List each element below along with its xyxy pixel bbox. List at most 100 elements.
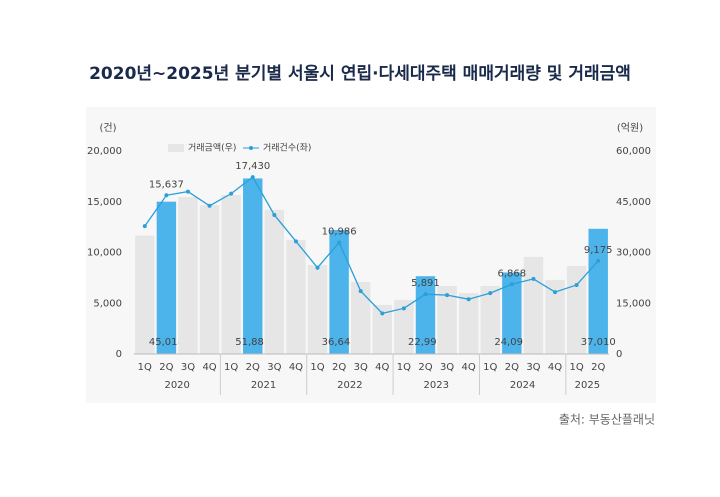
legend-swatch [168, 144, 184, 152]
x-group-label: 2020 [164, 380, 189, 391]
x-tick-label: 3Q [181, 362, 195, 373]
y-tick-label: 20,000 [87, 146, 122, 157]
y-axis-label: (건) [99, 122, 116, 134]
line-point [466, 297, 471, 302]
bar [372, 304, 393, 354]
bar [566, 266, 587, 354]
line-point [164, 193, 169, 198]
line-point [293, 239, 298, 244]
bar [178, 197, 198, 354]
bar [135, 235, 155, 354]
bar [350, 281, 371, 354]
bar [156, 201, 177, 354]
line [144, 176, 599, 315]
line-value-label: 10,986 [322, 226, 357, 237]
bar [588, 228, 608, 354]
line-point [574, 282, 579, 287]
line-point [250, 175, 255, 180]
line-point [315, 265, 320, 270]
x-tick-label: 1Q [138, 362, 152, 373]
bar [523, 256, 544, 354]
y2-axis-label: (억원) [617, 122, 643, 134]
bar [243, 178, 263, 354]
y-tick-label: 0 [116, 349, 122, 360]
bar [394, 299, 414, 354]
x-tick-label: 2Q [505, 362, 519, 373]
line-value-label: 15,637 [149, 179, 184, 190]
line-value-label: 5,891 [411, 278, 440, 289]
x-tick-label: 4Q [289, 362, 303, 373]
line-point [509, 282, 514, 287]
x-tick-label: 1Q [483, 362, 497, 373]
legend-swatch [249, 146, 253, 150]
x-tick-label: 3Q [526, 362, 540, 373]
bar-value-label: 22,995 [408, 337, 443, 348]
x-group-label: 2025 [575, 380, 600, 391]
x-tick-label: 1Q [397, 362, 411, 373]
line-point [445, 293, 450, 298]
y2-tick-label: 60,000 [616, 146, 651, 157]
bar-value-label: 51,887 [235, 337, 270, 348]
x-tick-label: 2Q [332, 362, 346, 373]
bar [286, 239, 306, 354]
line-point [553, 290, 558, 295]
chart-title: 2020년~2025년 분기별 서울시 연립·다세대주택 매매거래량 및 거래금… [89, 64, 631, 84]
line-point [272, 212, 277, 217]
line-point [142, 224, 147, 229]
line-point [596, 258, 601, 263]
line-value-label: 6,868 [498, 268, 527, 279]
bar [480, 285, 500, 354]
line-point [358, 289, 363, 294]
x-group-label: 2022 [337, 380, 362, 391]
y2-tick-label: 0 [616, 349, 622, 360]
bar [199, 205, 220, 354]
x-group-label: 2024 [510, 380, 535, 391]
bar [264, 209, 285, 354]
bar-value-label: 36,642 [322, 337, 357, 348]
legend-label: 거래금액(우) [188, 142, 236, 154]
line-point [401, 306, 406, 311]
x-tick-label: 1Q [310, 362, 324, 373]
x-tick-label: 2Q [159, 362, 173, 373]
bar [415, 276, 436, 354]
x-tick-label: 4Q [548, 362, 562, 373]
bar [307, 265, 328, 354]
bar [545, 279, 565, 354]
x-tick-label: 2Q [418, 362, 432, 373]
line-value-label: 17,430 [235, 161, 270, 172]
x-tick-label: 3Q [440, 362, 454, 373]
bar [502, 272, 522, 354]
x-tick-label: 1Q [224, 362, 238, 373]
line-point [488, 291, 493, 296]
bar-value-label: 37,010 [581, 337, 616, 348]
line-point [531, 276, 536, 281]
x-tick-label: 2Q [246, 362, 260, 373]
line-value-label: 9,175 [584, 245, 613, 256]
y2-tick-label: 15,000 [616, 298, 651, 309]
x-tick-label: 3Q [267, 362, 281, 373]
bar-value-label: 24,095 [494, 337, 529, 348]
bar [221, 194, 241, 354]
bar [458, 293, 479, 354]
line-point [229, 191, 234, 196]
x-group-label: 2021 [251, 380, 276, 391]
y-tick-label: 10,000 [87, 248, 122, 259]
bar [437, 285, 457, 354]
line-point [337, 240, 342, 245]
x-tick-label: 2Q [591, 362, 605, 373]
x-tick-label: 1Q [569, 362, 583, 373]
x-group-label: 2023 [424, 380, 449, 391]
y-tick-label: 5,000 [93, 298, 122, 309]
legend-label: 거래건수(좌) [263, 143, 311, 154]
x-tick-label: 4Q [375, 362, 389, 373]
x-tick-label: 4Q [462, 362, 476, 373]
source: 출처: 부동산플래닛 [559, 413, 655, 427]
bar-value-label: 45,018 [149, 337, 184, 348]
y2-tick-label: 45,000 [616, 197, 651, 208]
x-tick-label: 3Q [354, 362, 368, 373]
y2-tick-label: 30,000 [616, 248, 651, 259]
y-tick-label: 15,000 [87, 197, 122, 208]
line-point [380, 311, 385, 316]
bar [329, 230, 349, 354]
